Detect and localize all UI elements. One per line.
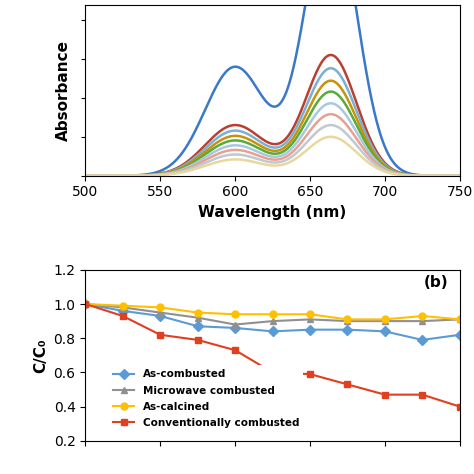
Microwave combusted [82, 301, 88, 307]
Conventionally combusted [195, 337, 201, 343]
As-combusted [157, 313, 163, 319]
Microwave combusted [270, 318, 275, 324]
As-combusted [457, 332, 463, 337]
X-axis label: Wavelength (nm): Wavelength (nm) [199, 205, 346, 220]
Microwave combusted [382, 318, 388, 324]
Conventionally combusted [232, 347, 238, 353]
As-calcined [195, 310, 201, 315]
Microwave combusted [232, 322, 238, 328]
As-combusted [120, 308, 126, 314]
Microwave combusted [307, 317, 313, 322]
Microwave combusted [457, 317, 463, 322]
As-calcined [457, 317, 463, 322]
Text: (b): (b) [424, 275, 448, 290]
As-calcined [232, 311, 238, 317]
Conventionally combusted [419, 392, 425, 398]
Conventionally combusted [457, 404, 463, 410]
Conventionally combusted [157, 332, 163, 337]
Microwave combusted [419, 318, 425, 324]
Microwave combusted [120, 305, 126, 310]
As-combusted [382, 328, 388, 334]
Microwave combusted [195, 315, 201, 320]
Microwave combusted [345, 318, 350, 324]
As-calcined [307, 311, 313, 317]
As-combusted [195, 323, 201, 329]
Legend: As-combusted, Microwave combusted, As-calcined, Conventionally combusted: As-combusted, Microwave combusted, As-ca… [109, 365, 303, 432]
Conventionally combusted [82, 301, 88, 307]
Conventionally combusted [120, 313, 126, 319]
Line: As-calcined: As-calcined [82, 301, 463, 323]
As-calcined [382, 317, 388, 322]
As-combusted [307, 327, 313, 332]
Y-axis label: C/C₀: C/C₀ [33, 338, 48, 373]
As-calcined [82, 301, 88, 307]
Microwave combusted [157, 310, 163, 315]
Conventionally combusted [307, 371, 313, 377]
As-combusted [419, 337, 425, 343]
Conventionally combusted [270, 370, 275, 375]
As-calcined [419, 313, 425, 319]
Line: Conventionally combusted: Conventionally combusted [82, 301, 463, 410]
As-calcined [157, 305, 163, 310]
Conventionally combusted [382, 392, 388, 398]
As-combusted [82, 301, 88, 307]
As-combusted [270, 328, 275, 334]
As-calcined [270, 311, 275, 317]
Line: Microwave combusted: Microwave combusted [82, 301, 463, 328]
Line: As-combusted: As-combusted [82, 301, 463, 343]
As-calcined [120, 303, 126, 309]
Conventionally combusted [345, 382, 350, 387]
As-combusted [345, 327, 350, 332]
Y-axis label: Absorbance: Absorbance [56, 40, 71, 141]
As-calcined [345, 317, 350, 322]
As-combusted [232, 325, 238, 331]
